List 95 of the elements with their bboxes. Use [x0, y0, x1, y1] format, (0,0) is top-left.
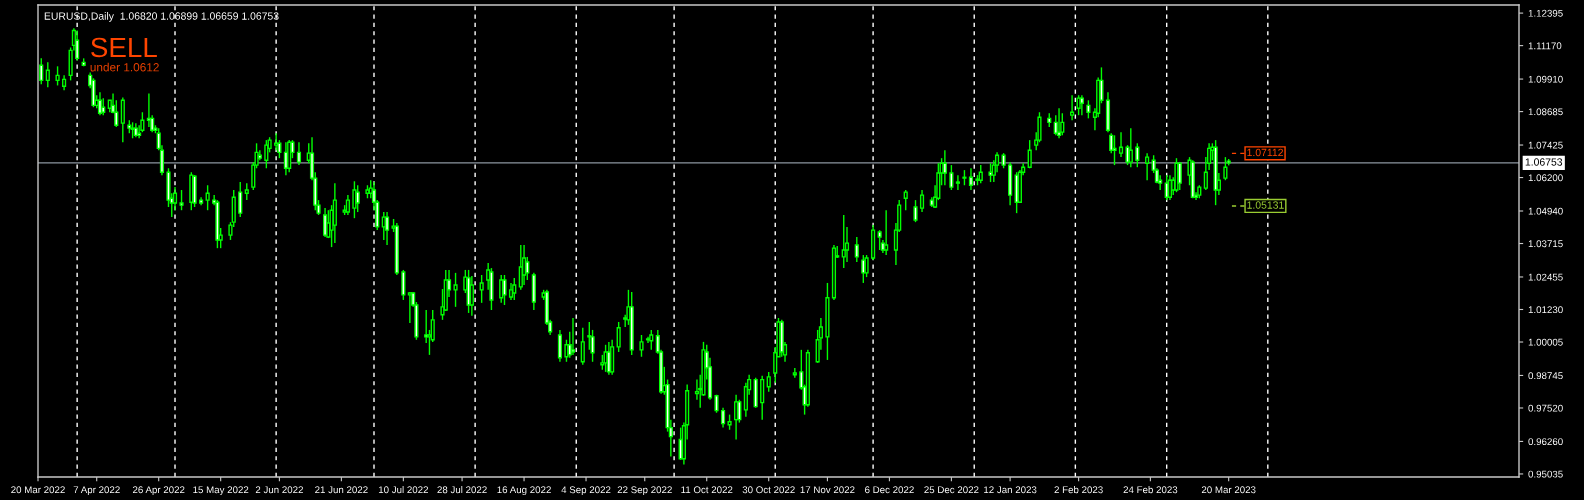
candlestick	[942, 149, 947, 186]
ref-line-label: 1.05131	[1247, 201, 1284, 209]
candlestick	[479, 274, 484, 304]
x-tick-label: 7 Apr 2022	[73, 486, 120, 496]
candlestick	[352, 180, 357, 219]
candlestick	[401, 269, 406, 301]
candlestick	[1056, 107, 1062, 139]
candlestick	[1177, 161, 1182, 191]
annotation: under 1.0612	[90, 62, 159, 72]
x-tick-label: 25 Dec 2022	[924, 486, 979, 494]
x-tick-label: 22 Sep 2022	[617, 486, 672, 496]
y-tick-label: 1.06200	[1528, 174, 1563, 182]
candlestick	[913, 199, 918, 223]
x-tick-label: 28 Jul 2022	[437, 486, 487, 494]
candlestick	[525, 256, 530, 281]
y-tick-label: 0.96260	[1528, 438, 1563, 446]
x-tick-label: 6 Dec 2022	[865, 486, 914, 494]
candlestick	[955, 174, 960, 191]
candlestick	[720, 407, 726, 429]
y-tick-label: 0.95035	[1528, 470, 1563, 478]
annotation: SELL	[91, 37, 157, 58]
candlestick	[841, 214, 846, 269]
x-tick-label: 12 Jan 2023	[984, 486, 1037, 494]
candlestick	[760, 375, 765, 421]
candlestick	[988, 162, 993, 183]
x-tick-label: 24 Feb 2023	[1123, 486, 1178, 494]
ref-line-label: 1.06753	[1525, 158, 1563, 166]
candlestick	[75, 29, 80, 62]
candlestick	[792, 367, 797, 379]
candlestick	[1145, 152, 1150, 181]
candlestick	[424, 309, 429, 344]
candlestick	[502, 274, 507, 306]
candlestick	[296, 141, 302, 166]
candlestick	[1070, 94, 1075, 121]
candlestick	[557, 329, 563, 363]
candlestick	[1112, 134, 1117, 166]
candlestick	[55, 65, 60, 87]
x-tick-label: 20 Mar 2022	[11, 486, 65, 494]
candlestick	[639, 334, 644, 358]
candlestick	[580, 327, 585, 366]
y-tick-label: 1.00005	[1528, 338, 1563, 346]
candlestick	[39, 57, 44, 86]
candlestick	[384, 211, 390, 246]
candlestick	[453, 272, 458, 308]
candlestick	[1027, 139, 1032, 169]
candlestick	[616, 321, 621, 353]
x-tick-label: 26 Apr 2022	[132, 486, 185, 496]
candlestick	[949, 164, 954, 191]
candlestick	[919, 189, 925, 213]
x-tick-label: 4 Sep 2022	[561, 486, 611, 496]
text: EURUSD,Daily 1.06820 1.06899 1.06659 1.06753	[44, 12, 279, 22]
y-tick-label: 0.97520	[1528, 404, 1563, 412]
candlestick	[45, 61, 50, 88]
x-tick-label: 16 Aug 2022	[497, 486, 551, 496]
y-tick-label: 1.07425	[1528, 141, 1563, 149]
ref-line-label: 1.07112	[1247, 148, 1283, 157]
candlestick	[766, 371, 771, 393]
y-tick-label: 1.01230	[1528, 306, 1563, 314]
y-tick-label: 1.12395	[1528, 9, 1563, 17]
candlestick	[120, 96, 125, 143]
candlestick	[737, 399, 742, 424]
x-tick-label: 30 Oct 2022	[742, 486, 795, 494]
x-tick-label: 10 Jul 2022	[378, 486, 429, 494]
candlestick	[1128, 127, 1133, 168]
x-tick-label: 2 Jun 2022	[255, 486, 303, 494]
y-tick-label: 1.09910	[1528, 75, 1563, 83]
candlestick	[854, 236, 859, 263]
candlestick	[114, 99, 119, 128]
candlestick	[264, 139, 269, 169]
candlestick	[1079, 94, 1084, 116]
candlestick	[518, 244, 523, 291]
candlestick	[205, 184, 210, 211]
x-tick-label: 21 Jun 2022	[315, 486, 368, 494]
candlestick	[877, 229, 882, 251]
candlestick	[469, 275, 474, 317]
candlestick	[649, 329, 654, 351]
y-tick-label: 1.02455	[1528, 273, 1563, 281]
y-tick-label: 1.04940	[1528, 207, 1563, 215]
candlestick	[1135, 142, 1140, 168]
candlestick	[1060, 112, 1065, 137]
y-tick-label: 1.11170	[1528, 42, 1562, 50]
candlestick	[903, 189, 908, 211]
candlestick	[1118, 131, 1124, 158]
candlestick	[355, 184, 360, 213]
candlestick	[238, 181, 243, 218]
x-tick-label: 15 May 2022	[193, 486, 249, 496]
y-tick-label: 1.08685	[1528, 108, 1563, 116]
y-tick-label: 0.98745	[1528, 372, 1563, 380]
candlestick	[1086, 99, 1091, 120]
y-tick-label: 1.03715	[1528, 240, 1563, 248]
candlestick	[179, 189, 184, 211]
x-tick-label: 2 Feb 2023	[1054, 486, 1103, 494]
x-tick-label: 17 Nov 2022	[800, 486, 855, 494]
x-tick-label: 20 Mar 2023	[1201, 486, 1256, 494]
x-tick-label: 11 Oct 2022	[681, 486, 733, 494]
